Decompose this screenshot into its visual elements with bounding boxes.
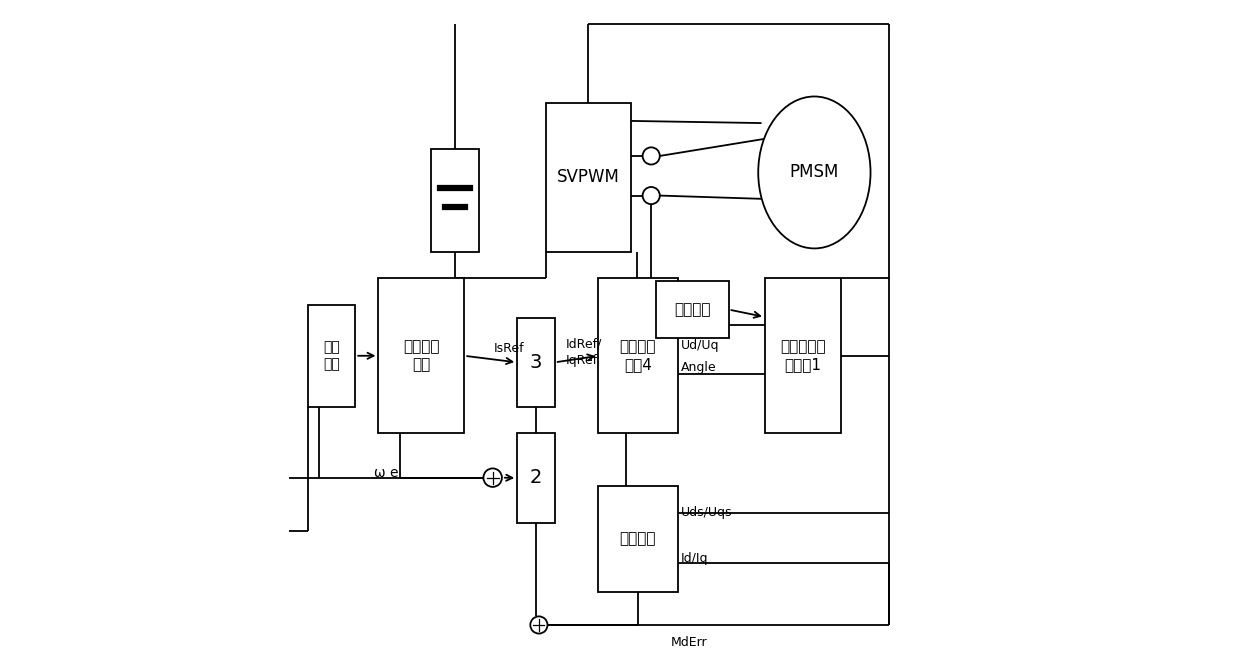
Circle shape	[483, 469, 502, 487]
Text: 速度环控
制器: 速度环控 制器	[403, 340, 440, 372]
Text: MdErr: MdErr	[670, 636, 707, 649]
Text: IqRef: IqRef	[565, 354, 597, 367]
Circle shape	[643, 187, 660, 204]
Text: 采样模块: 采样模块	[674, 302, 710, 317]
FancyBboxPatch shape	[307, 305, 356, 407]
FancyBboxPatch shape	[598, 487, 678, 592]
Text: 2: 2	[530, 469, 543, 487]
Text: Angle: Angle	[681, 361, 716, 374]
FancyBboxPatch shape	[378, 278, 465, 434]
FancyBboxPatch shape	[655, 281, 729, 338]
Ellipse shape	[758, 97, 871, 248]
Text: IdRef/: IdRef/	[565, 338, 602, 351]
Text: Ud/Uq: Ud/Uq	[681, 339, 720, 352]
Text: Id/Iq: Id/Iq	[681, 552, 709, 565]
Text: 参考
速度: 参考 速度	[323, 341, 339, 371]
FancyBboxPatch shape	[517, 318, 555, 407]
Text: 电流电压转
换模块1: 电流电压转 换模块1	[781, 340, 825, 372]
Text: SVPWM: SVPWM	[558, 168, 620, 187]
FancyBboxPatch shape	[517, 434, 555, 522]
Circle shape	[643, 148, 660, 165]
Text: IsRef: IsRef	[494, 342, 524, 355]
Text: 位置估算: 位置估算	[620, 532, 657, 547]
Text: PMSM: PMSM	[789, 164, 839, 181]
Text: 3: 3	[530, 353, 543, 372]
Text: Uds/Uqs: Uds/Uqs	[681, 506, 732, 519]
Circle shape	[530, 616, 548, 634]
Text: 电流环控
制器4: 电流环控 制器4	[620, 340, 657, 372]
Text: ω e: ω e	[374, 466, 398, 480]
FancyBboxPatch shape	[545, 103, 632, 252]
FancyBboxPatch shape	[598, 278, 678, 434]
FancyBboxPatch shape	[764, 278, 841, 434]
FancyBboxPatch shape	[431, 150, 478, 252]
